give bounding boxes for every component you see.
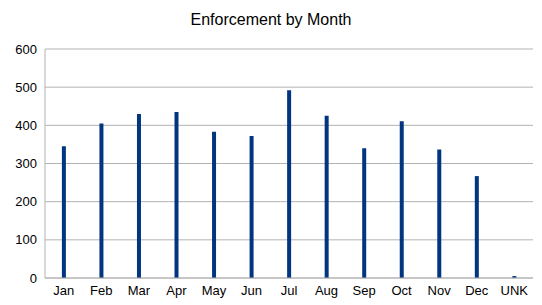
- svg-text:Mar: Mar: [128, 283, 151, 298]
- svg-text:300: 300: [15, 156, 37, 171]
- svg-text:Feb: Feb: [90, 283, 112, 298]
- svg-text:Dec: Dec: [465, 283, 489, 298]
- svg-text:100: 100: [15, 232, 37, 247]
- html-text:Enforcement by Month: Enforcement by Month: [190, 11, 352, 28]
- svg-text:Aug: Aug: [315, 283, 338, 298]
- svg-text:Jun: Jun: [241, 283, 262, 298]
- svg-text:May: May: [202, 283, 227, 298]
- svg-text:200: 200: [15, 194, 37, 209]
- svg-text:Sep: Sep: [353, 283, 376, 298]
- svg-text:Jan: Jan: [53, 283, 74, 298]
- svg-text:400: 400: [15, 118, 37, 133]
- svg-text:Apr: Apr: [166, 283, 187, 298]
- svg-text:Nov: Nov: [428, 283, 452, 298]
- svg-text:Oct: Oct: [391, 283, 412, 298]
- svg-text:UNK: UNK: [501, 283, 529, 298]
- svg-text:500: 500: [15, 80, 37, 95]
- svg-text:0: 0: [30, 271, 37, 286]
- svg-text:600: 600: [15, 42, 37, 57]
- svg-text:Jul: Jul: [281, 283, 298, 298]
